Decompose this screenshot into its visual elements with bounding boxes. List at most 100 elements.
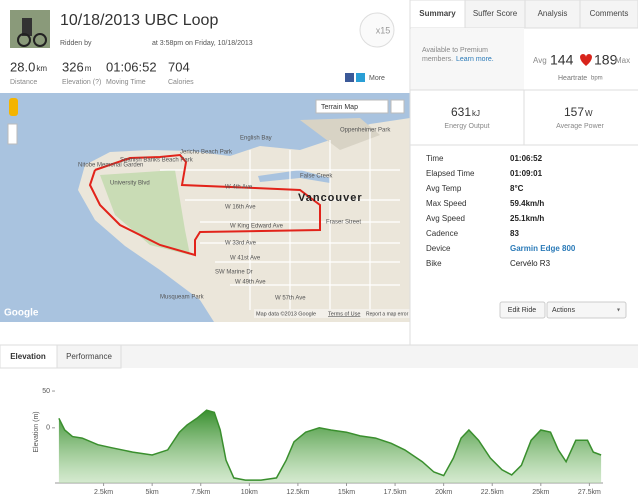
energy-label: Energy Output bbox=[444, 123, 489, 130]
tab-label[interactable]: Analysis bbox=[538, 9, 568, 18]
avatar-wheel bbox=[17, 33, 31, 47]
map-water bbox=[258, 170, 330, 183]
y-tick-label: 0 bbox=[46, 425, 50, 432]
detail-label: Avg Temp bbox=[426, 184, 462, 193]
map-label: W 16th Ave bbox=[225, 205, 256, 211]
detail-label: Device bbox=[426, 244, 451, 253]
map-water bbox=[0, 93, 410, 322]
badge[interactable] bbox=[359, 12, 395, 48]
stat-value: 704 bbox=[168, 59, 190, 74]
map-label: W 41st Ave bbox=[230, 256, 261, 262]
zoom-control[interactable] bbox=[7, 123, 18, 145]
x-tick-label: 17.5km bbox=[384, 489, 407, 496]
hr-unit: bpm bbox=[591, 76, 603, 82]
map-logo: Google bbox=[4, 308, 39, 319]
route bbox=[88, 153, 321, 257]
street-view[interactable] bbox=[9, 98, 18, 116]
facebook-icon[interactable] bbox=[345, 73, 354, 82]
power-label: Average Power bbox=[556, 123, 604, 130]
elevation-line bbox=[58, 409, 602, 481]
x-tick-label: 15km bbox=[338, 489, 355, 496]
stat-unit: km bbox=[36, 64, 47, 73]
map-label: Nitobe Memorial Garden bbox=[78, 163, 143, 169]
x-tick-label: 2.5km bbox=[94, 489, 113, 496]
detail-label: Elapsed Time bbox=[426, 169, 475, 178]
bottom-tab[interactable]: Elevation bbox=[10, 352, 46, 361]
detail-label: Time bbox=[426, 154, 444, 163]
tab-label[interactable]: Summary bbox=[419, 9, 456, 18]
map-label: SW Marine Dr bbox=[215, 270, 253, 276]
power-unit: W bbox=[585, 109, 593, 118]
x-tick-label: 12.5km bbox=[286, 489, 309, 496]
ridden-by: Ridden by bbox=[60, 40, 92, 47]
map-type: Terrain Map bbox=[321, 104, 358, 111]
y-axis-label: Elevation (m) bbox=[33, 411, 40, 452]
heart-icon bbox=[580, 54, 592, 66]
fullscreen-button[interactable] bbox=[390, 99, 405, 114]
premium-box bbox=[411, 28, 524, 90]
city-label: Vancouver bbox=[298, 192, 363, 204]
energy-value: 631 bbox=[451, 105, 471, 119]
actions-caret: ▾ bbox=[617, 308, 620, 314]
premium-text: Available to Premium bbox=[422, 47, 488, 54]
tab-label[interactable]: Comments bbox=[590, 9, 629, 18]
bottom-tab[interactable]: Performance bbox=[66, 352, 112, 361]
premium-link[interactable]: Learn more. bbox=[456, 56, 494, 63]
map-label: W 49th Ave bbox=[235, 280, 266, 286]
stats: 28.0 km Distance 326 m Elevation (?) 01:06:52 M… bbox=[10, 59, 194, 85]
detail-label: Cadence bbox=[426, 229, 459, 238]
edit-button[interactable] bbox=[499, 301, 546, 319]
map-label: Spanish Banks Beach Park bbox=[120, 158, 194, 164]
map-label: W 4th Ave bbox=[225, 185, 253, 191]
map-report[interactable]: Report a map error bbox=[366, 311, 409, 317]
avatar-wheel bbox=[33, 33, 47, 47]
detail-label: Avg Speed bbox=[426, 214, 465, 223]
detail-value: 25.1km/h bbox=[510, 214, 544, 223]
share-more[interactable]: More bbox=[369, 75, 385, 82]
attribution-bg bbox=[254, 309, 410, 318]
tab[interactable] bbox=[56, 344, 122, 369]
map-type-button[interactable] bbox=[315, 99, 389, 114]
detail-label: Max Speed bbox=[426, 199, 466, 208]
detail-value: Cervélo R3 bbox=[510, 259, 551, 268]
map-label: Jericho Beach Park bbox=[180, 150, 233, 156]
detail-value: 01:06:52 bbox=[510, 154, 543, 163]
stat-value: 28.0 bbox=[10, 59, 35, 74]
map[interactable]: Terrain Map Vancouver English Bay Jericho… bbox=[0, 93, 410, 322]
x-tick-label: 7.5km bbox=[191, 489, 210, 496]
map-label: W King Edward Ave bbox=[230, 224, 284, 230]
stat-label: Elevation (?) bbox=[62, 79, 101, 86]
map-label: English Bay bbox=[240, 136, 272, 142]
detail-value: 83 bbox=[510, 229, 519, 238]
map-terms[interactable]: Terms of Use bbox=[328, 311, 360, 317]
tab[interactable] bbox=[464, 0, 526, 29]
detail-value: 8°C bbox=[510, 184, 524, 193]
hr-avg: 144 bbox=[550, 52, 574, 68]
x-tick-label: 20km bbox=[435, 489, 452, 496]
stat-label: Calories bbox=[168, 79, 194, 86]
tab-label[interactable]: Suffer Score bbox=[473, 9, 518, 18]
twitter-icon[interactable] bbox=[356, 73, 365, 82]
premium-text: members. bbox=[422, 56, 453, 63]
ride-time: at 3:58pm on Friday, 10/18/2013 bbox=[152, 40, 253, 47]
stat-unit: m bbox=[85, 64, 92, 73]
actions-button[interactable] bbox=[546, 301, 627, 319]
map-label: W 33rd Ave bbox=[225, 241, 257, 247]
tab[interactable] bbox=[579, 0, 638, 29]
map-park bbox=[100, 170, 190, 255]
hr-label: Heartrate bbox=[558, 75, 587, 82]
map-label: Oppenheimer Park bbox=[340, 128, 391, 134]
map-attribution: Map data ©2013 Google bbox=[256, 310, 316, 317]
stat-value: 326 bbox=[62, 59, 84, 74]
x-tick-label: 10km bbox=[241, 489, 258, 496]
bottom-tab-bar bbox=[0, 345, 638, 368]
map-label: W 57th Ave bbox=[275, 296, 306, 302]
detail-value[interactable]: Garmin Edge 800 bbox=[510, 244, 576, 253]
badge-count: x15 bbox=[376, 25, 391, 35]
activity-title: 10/18/2013 UBC Loop bbox=[60, 12, 218, 29]
x-tick-label: 27.5km bbox=[578, 489, 601, 496]
map-label: Musqueam Park bbox=[160, 295, 205, 301]
detail-label: Bike bbox=[426, 259, 442, 268]
hr-avg-label: Avg bbox=[533, 56, 547, 65]
